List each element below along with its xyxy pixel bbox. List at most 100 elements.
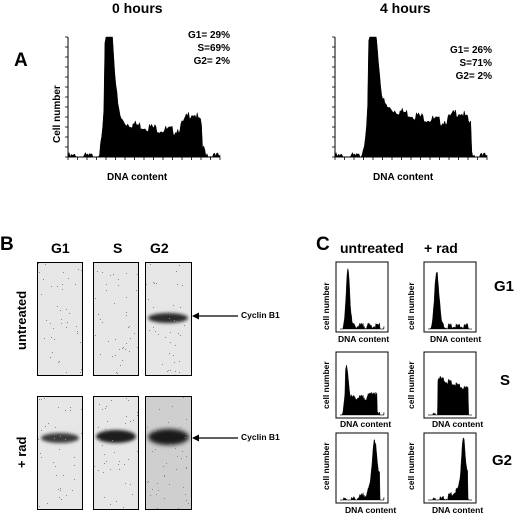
panel-b-col-g1: G1 xyxy=(51,240,70,256)
blot-speckle xyxy=(182,320,184,322)
blot-speckle xyxy=(110,274,112,276)
blot-speckle xyxy=(153,306,155,308)
blot-speckle xyxy=(124,464,126,466)
blot-speckle xyxy=(38,399,40,401)
blot-speckle xyxy=(163,466,165,468)
blot-speckle xyxy=(102,408,104,410)
blot-speckle xyxy=(109,503,111,505)
blot-speckle xyxy=(38,272,40,274)
panel-a-stats-0h: G1= 29% S=69% G2= 2% xyxy=(150,29,230,68)
blot-speckle xyxy=(40,453,42,455)
blot-rad-g2 xyxy=(145,396,192,510)
blot-speckle xyxy=(154,449,156,451)
blot-speckle xyxy=(172,355,174,357)
blot-speckle xyxy=(114,354,116,356)
blot-speckle xyxy=(71,490,73,492)
blot-speckle xyxy=(184,324,186,326)
stat-g1: G1= 26% xyxy=(450,45,492,56)
blot-speckle xyxy=(102,471,104,473)
blot-speckle xyxy=(121,359,123,361)
blot-speckle xyxy=(97,427,99,428)
blot-speckle xyxy=(174,344,176,346)
blot-speckle xyxy=(40,399,42,401)
blot-speckle xyxy=(97,470,99,472)
blot-speckle xyxy=(60,309,62,311)
blot-speckle xyxy=(165,336,167,338)
blot-speckle xyxy=(126,296,128,298)
blot-speckle xyxy=(61,318,63,320)
panel-c-col-untreated: untreated xyxy=(340,240,404,256)
blot-speckle xyxy=(73,457,75,458)
blot-speckle xyxy=(55,466,57,468)
blot-speckle xyxy=(169,483,171,485)
panel-c-xlabel: DNA content xyxy=(340,419,392,429)
blot-speckle xyxy=(50,357,52,359)
panel-b-col-s: S xyxy=(113,240,123,256)
blot-speckle xyxy=(122,347,124,349)
blot-speckle xyxy=(57,306,59,308)
histogram-4h xyxy=(332,36,488,160)
blot-speckle xyxy=(152,282,154,284)
panel-c-row-s: S xyxy=(500,372,511,389)
blot-speckle xyxy=(70,406,72,408)
blot-speckle xyxy=(44,425,46,427)
blot-speckle xyxy=(65,443,67,445)
blot-speckle xyxy=(186,455,188,457)
blot-untreated-s xyxy=(93,262,139,376)
blot-speckle xyxy=(54,426,56,428)
blot-speckle xyxy=(158,333,160,335)
blot-speckle xyxy=(49,322,51,324)
blot-speckle xyxy=(38,263,39,264)
blot-speckle xyxy=(186,466,188,468)
panel-a-title-4h: 4 hours xyxy=(380,0,431,16)
panel-c-col-rad: + rad xyxy=(424,240,458,256)
blot-speckle xyxy=(172,305,174,307)
blot-speckle xyxy=(183,487,185,489)
blot-speckle xyxy=(157,507,159,509)
blot-speckle xyxy=(115,500,117,502)
blot-speckle xyxy=(167,311,169,313)
blot-speckle xyxy=(66,494,68,496)
blot-speckle xyxy=(104,453,106,455)
blot-rad-g1 xyxy=(37,396,83,510)
blot-speckle xyxy=(106,283,108,285)
panel-a-xlabel-0h: DNA content xyxy=(107,172,168,183)
blot-speckle xyxy=(166,370,168,372)
blot-speckle xyxy=(60,489,62,491)
blot-speckle xyxy=(129,325,131,327)
stat-g2: G2= 2% xyxy=(455,71,492,82)
blot-speckle xyxy=(150,263,152,265)
panel-b-letter: B xyxy=(0,234,14,255)
blot-speckle xyxy=(130,484,132,486)
blot-speckle xyxy=(132,493,134,495)
blot-speckle xyxy=(74,284,76,286)
blot-speckle xyxy=(125,423,127,425)
blot-speckle xyxy=(101,271,103,273)
blot-speckle xyxy=(185,494,187,496)
blot-speckle xyxy=(47,502,49,504)
blot-speckle xyxy=(65,371,67,373)
blot-speckle xyxy=(174,320,176,322)
blot-speckle xyxy=(65,326,67,328)
blot-speckle xyxy=(81,368,82,370)
blot-speckle xyxy=(163,475,165,477)
blot-speckle xyxy=(125,415,127,417)
blot-speckle xyxy=(117,285,119,287)
blot-speckle xyxy=(57,285,59,287)
blot-speckle xyxy=(55,475,57,477)
blot-speckle xyxy=(130,338,132,340)
blot-speckle xyxy=(41,429,43,431)
blot-speckle xyxy=(106,406,108,408)
blot-speckle xyxy=(95,334,97,336)
panel-b-col-g2: G2 xyxy=(150,240,169,256)
blot-speckle xyxy=(150,495,152,497)
blot-speckle xyxy=(123,506,125,508)
stat-g2: G2= 2% xyxy=(193,56,230,67)
blot-speckle xyxy=(176,468,178,470)
blot-speckle xyxy=(60,488,62,490)
blot-speckle xyxy=(136,290,138,292)
blot-speckle xyxy=(38,438,40,440)
blot-speckle xyxy=(174,361,176,363)
cyclin-b1-band xyxy=(41,433,79,443)
